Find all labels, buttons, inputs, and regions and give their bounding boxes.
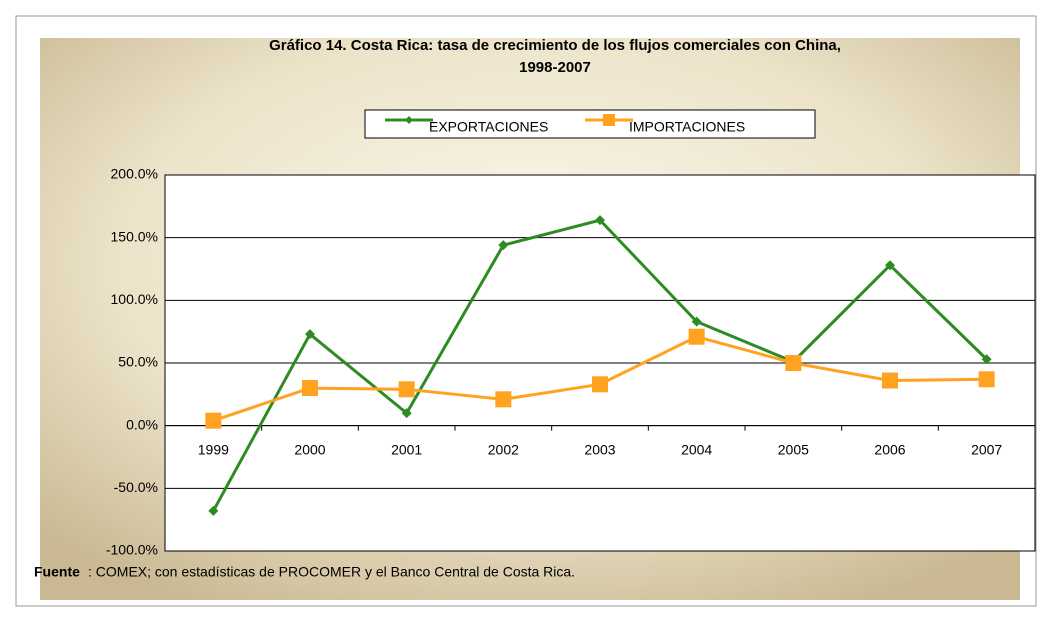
legend-box — [364, 109, 816, 139]
point-marker — [882, 372, 898, 389]
legend-marker — [405, 116, 413, 124]
point-marker — [691, 316, 702, 327]
point-marker — [302, 380, 318, 397]
point-marker — [401, 408, 412, 419]
x-tick-label: 2001 — [391, 441, 422, 457]
y-tick-label: -100.0% — [106, 542, 158, 558]
point-marker — [785, 355, 802, 371]
point-marker — [498, 240, 509, 251]
legend-marker — [603, 114, 615, 126]
y-tick-label: 50.0% — [118, 354, 158, 370]
point-marker — [398, 381, 415, 398]
chart-title: Gráfico 14. Costa Rica: tasa de crecimie… — [269, 37, 841, 54]
y-tick-label: 100.0% — [111, 291, 158, 307]
x-tick-label: 1999 — [198, 441, 229, 457]
point-marker — [208, 505, 219, 516]
x-tick-label: 2002 — [488, 441, 519, 457]
y-tick-label: 0.0% — [126, 416, 158, 432]
y-tick-label: 150.0% — [111, 228, 158, 244]
y-tick-label: 200.0% — [111, 166, 158, 182]
x-tick-label: 2007 — [971, 441, 1002, 457]
point-marker — [205, 412, 222, 429]
point-marker — [885, 260, 895, 271]
y-tick-label: -50.0% — [114, 479, 158, 495]
point-marker — [978, 371, 995, 388]
point-marker — [595, 215, 605, 226]
point-marker — [592, 376, 608, 393]
point-marker — [688, 328, 705, 345]
point-marker — [495, 391, 512, 408]
legend-label: IMPORTACIONES — [629, 119, 745, 135]
source-text: : COMEX; con estadísticas de PROCOMER y … — [88, 564, 575, 580]
legend-label: EXPORTACIONES — [429, 119, 548, 135]
point-marker — [305, 329, 315, 340]
point-marker — [981, 354, 992, 365]
chart-subtitle: 1998-2007 — [519, 59, 591, 76]
x-tick-label: 2004 — [681, 441, 712, 457]
x-tick-label: 2000 — [294, 441, 325, 457]
source-label: Fuente — [34, 564, 80, 580]
x-tick-label: 2003 — [584, 441, 615, 457]
x-tick-label: 2005 — [778, 441, 809, 457]
x-tick-label: 2006 — [874, 441, 905, 457]
